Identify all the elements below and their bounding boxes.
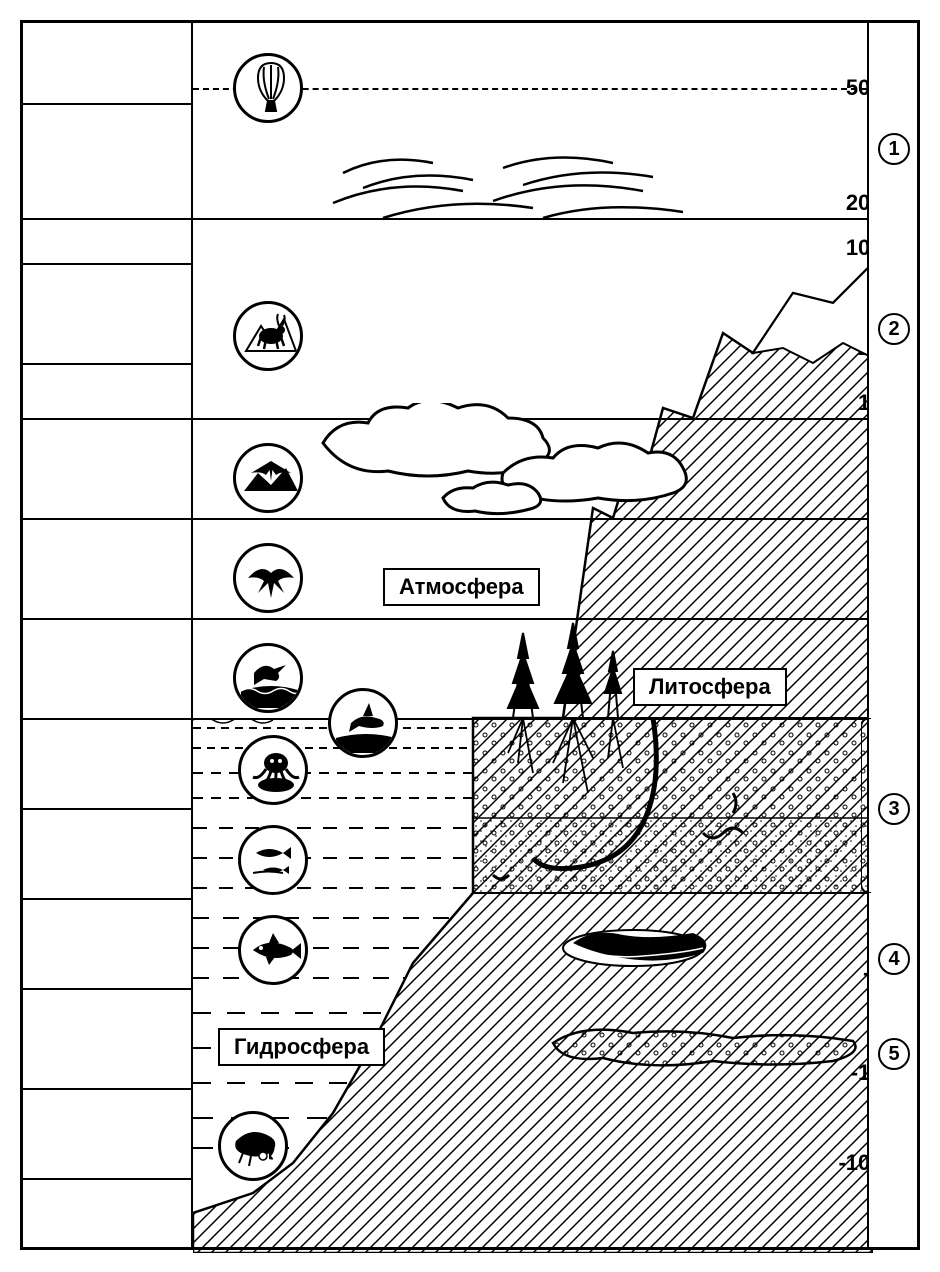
zone-number: 3: [888, 798, 899, 821]
zone-marker: 4: [878, 943, 910, 975]
scale-divider: [23, 988, 193, 990]
hydrosphere-label: Гидросфера: [218, 1028, 385, 1066]
balloon-icon: [233, 53, 303, 123]
flying-fish-icon: [328, 688, 398, 758]
scale-divider: [23, 898, 193, 900]
fish-school-icon: [238, 825, 308, 895]
lithosphere-label: Литосфера: [633, 668, 787, 706]
zone-marker: 5: [878, 1038, 910, 1070]
zone-number: 5: [888, 1043, 899, 1066]
atmosphere-label: Атмосфера: [383, 568, 540, 606]
zone-bracket-icon: [861, 718, 873, 893]
scale-divider: [23, 263, 193, 265]
altitude-scale-column: [23, 23, 193, 1247]
scale-divider: [23, 808, 193, 810]
biosphere-diagram: 50000 20000 10000 2000 1000 100 10 0 -1 …: [0, 0, 940, 1272]
zone-marker: 1: [878, 133, 910, 165]
zone-number: 1: [888, 138, 899, 161]
zone-number: 2: [888, 318, 899, 341]
zone-marker: 3: [878, 793, 910, 825]
mountain-goat-icon: [233, 301, 303, 371]
low-clouds-icon: [303, 403, 723, 523]
scale-divider: [23, 103, 193, 105]
zone-marker-column: 1 2 3 4 5: [867, 23, 917, 1247]
diagram-frame: 50000 20000 10000 2000 1000 100 10 0 -1 …: [20, 20, 920, 1250]
zone-number: 4: [888, 948, 899, 971]
octopus-icon: [238, 735, 308, 805]
abyss-creature-icon: [218, 1111, 288, 1181]
scale-divider: [23, 1088, 193, 1090]
eagle-icon: [233, 443, 303, 513]
swallow-icon: [233, 543, 303, 613]
zone-marker: 2: [878, 313, 910, 345]
high-clouds-icon: [323, 143, 723, 253]
scale-divider: [23, 363, 193, 365]
seabird-icon: [233, 643, 303, 713]
deep-fish-icon: [238, 915, 308, 985]
scale-divider: [23, 1178, 193, 1180]
